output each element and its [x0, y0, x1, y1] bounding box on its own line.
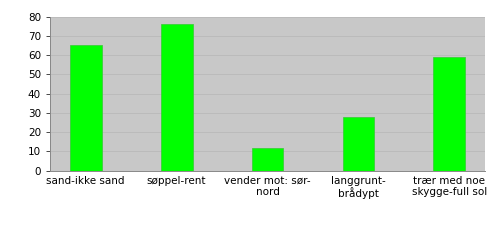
Bar: [434, 57, 465, 171]
Bar: [70, 46, 102, 171]
Bar: [252, 147, 284, 171]
Bar: [342, 117, 374, 171]
Bar: [160, 24, 192, 171]
